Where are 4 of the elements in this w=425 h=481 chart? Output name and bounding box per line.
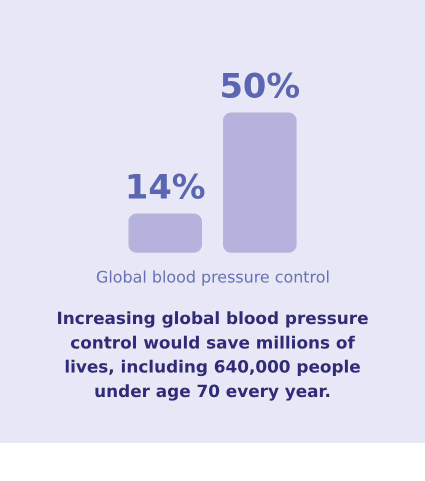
data-label: 50% (219, 66, 300, 106)
x-axis-title: Global blood pressure control (96, 267, 330, 286)
data-label: 14% (124, 168, 206, 207)
text: Increasing global blood pressure control would save millions of lives, including 640,000 people under age 70 every year. (56, 308, 368, 402)
